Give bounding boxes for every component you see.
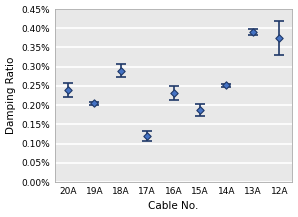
- Point: [171, 91, 176, 95]
- Point: [66, 88, 70, 92]
- Point: [250, 30, 255, 34]
- Point: [118, 69, 123, 72]
- Point: [277, 36, 282, 40]
- Point: [92, 102, 97, 105]
- Y-axis label: Damping Ratio: Damping Ratio: [6, 57, 15, 134]
- Point: [198, 108, 202, 112]
- Point: [224, 83, 229, 87]
- Point: [145, 134, 150, 138]
- X-axis label: Cable No.: Cable No.: [148, 201, 199, 211]
